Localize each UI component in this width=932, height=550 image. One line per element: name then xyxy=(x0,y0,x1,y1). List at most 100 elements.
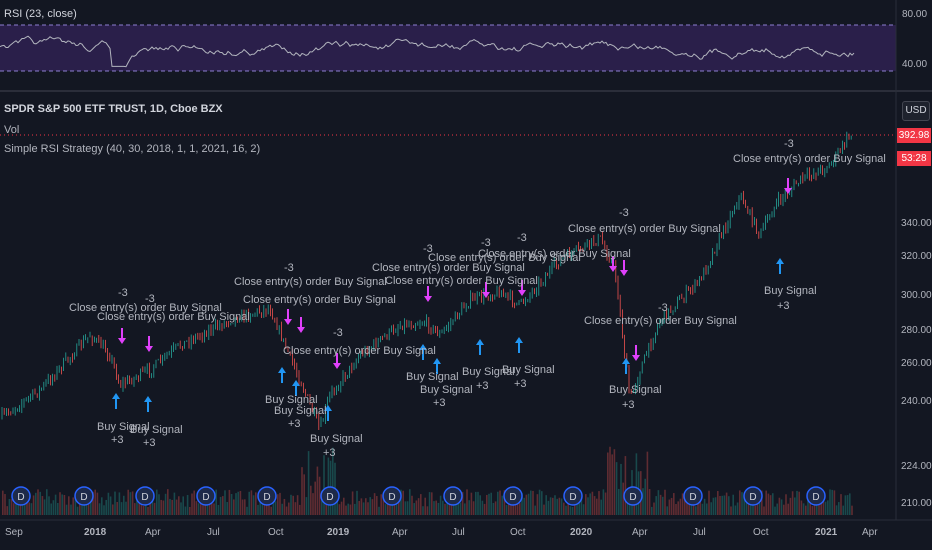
dividend-marker-icon[interactable] xyxy=(743,486,763,506)
volume-bar xyxy=(274,501,277,515)
volume-bar xyxy=(94,489,96,515)
volume-bar xyxy=(466,489,468,515)
volume-bar xyxy=(587,497,589,515)
volume-bar xyxy=(717,491,719,515)
volume-bar xyxy=(219,496,222,515)
dividend-marker-label: D xyxy=(263,492,270,503)
dividend-marker-icon[interactable] xyxy=(320,486,340,506)
volume-bar xyxy=(213,503,215,515)
volume-bar xyxy=(736,502,739,515)
volume-bar xyxy=(376,496,378,515)
symbol-title[interactable]: SPDR S&P 500 ETF TRUST, 1D, Cboe BZX xyxy=(4,103,223,115)
close-qty-label: -3 xyxy=(423,243,433,255)
volume-bar xyxy=(543,504,545,515)
volume-bar xyxy=(230,493,233,515)
dividend-marker-icon[interactable] xyxy=(135,486,155,506)
volume-bar xyxy=(778,497,781,515)
volume-bar xyxy=(765,490,767,515)
price-y-label: 224.00 xyxy=(901,461,932,472)
volume-bar xyxy=(35,492,37,515)
volume-label[interactable]: Vol xyxy=(4,124,20,136)
volume-bar xyxy=(314,481,316,515)
volume-bar xyxy=(224,490,226,515)
volume-bar xyxy=(805,505,807,515)
sell-arrow-icon xyxy=(518,280,526,296)
time-label: 2019 xyxy=(327,527,350,538)
volume-bar xyxy=(565,505,567,515)
volume-bar xyxy=(92,491,94,515)
volume-bar xyxy=(433,501,435,515)
time-label: Oct xyxy=(753,527,769,538)
volume-bar xyxy=(732,494,734,515)
volume-bar xyxy=(475,491,477,515)
volume-bar xyxy=(127,489,129,515)
volume-bar xyxy=(248,491,250,515)
volume-bar xyxy=(820,497,822,515)
volume-bar xyxy=(395,494,398,515)
volume-bar xyxy=(312,493,314,515)
rsi-band-fill xyxy=(0,25,896,71)
volume-bar xyxy=(582,504,585,515)
rsi-line xyxy=(0,35,855,68)
volume-bar xyxy=(596,498,598,515)
buy-qty-label: +3 xyxy=(111,434,124,446)
volume-bar xyxy=(4,494,6,515)
volume-bar xyxy=(846,495,849,515)
dividend-marker-icon[interactable] xyxy=(196,486,216,506)
volume-bar xyxy=(743,497,745,515)
volume-bar xyxy=(468,500,470,515)
dividend-marker-icon[interactable] xyxy=(623,486,643,506)
sell-arrow-icon xyxy=(145,336,153,352)
dividend-marker-icon[interactable] xyxy=(382,486,402,506)
volume-bar xyxy=(417,498,420,515)
volume-bar xyxy=(380,494,382,515)
volume-bar xyxy=(360,498,363,515)
volume-bar xyxy=(708,490,710,515)
volume-bar xyxy=(39,491,41,515)
volume-bar xyxy=(800,500,803,515)
volume-bar xyxy=(378,506,380,515)
sell-arrow-icon xyxy=(297,317,305,333)
time-label: Oct xyxy=(510,527,526,538)
buy-signal-label: Buy Signal xyxy=(406,371,459,383)
volume-bar xyxy=(112,504,114,515)
volume-bar xyxy=(442,500,444,515)
dividend-marker-icon[interactable] xyxy=(74,486,94,506)
volume-bar xyxy=(780,499,783,515)
dividend-marker-icon[interactable] xyxy=(11,486,31,506)
time-label: 2020 xyxy=(570,527,593,538)
time-label: Apr xyxy=(862,527,878,538)
dividend-marker-icon[interactable] xyxy=(257,486,277,506)
volume-bar xyxy=(81,500,83,515)
rsi-title[interactable]: RSI (23, close) xyxy=(4,8,77,20)
close-order-label: Close entry(s) order Buy Signal xyxy=(584,315,737,327)
strategy-label[interactable]: Simple RSI Strategy (40, 30, 2018, 1, 1,… xyxy=(4,143,261,155)
volume-bar xyxy=(204,501,206,515)
sell-arrow-icon xyxy=(424,286,432,302)
close-qty-label: -3 xyxy=(481,237,491,249)
volume-bar xyxy=(673,493,675,515)
volume-bar xyxy=(545,495,547,515)
volume-bar xyxy=(459,502,462,515)
volume-bar xyxy=(261,503,264,515)
volume-bar xyxy=(307,451,310,515)
volume-bar xyxy=(72,497,74,515)
volume-bar xyxy=(602,489,605,515)
dividend-marker-icon[interactable] xyxy=(563,486,583,506)
dividend-marker-icon[interactable] xyxy=(806,486,826,506)
dividend-marker-label: D xyxy=(326,492,333,503)
volume-bar xyxy=(706,503,708,515)
volume-bar xyxy=(501,495,503,515)
close-qty-label: -3 xyxy=(333,327,343,339)
dividend-marker-icon[interactable] xyxy=(443,486,463,506)
volume-bar xyxy=(796,490,798,515)
currency-button[interactable]: USD xyxy=(902,101,930,121)
dividend-marker-icon[interactable] xyxy=(503,486,523,506)
dividend-marker-icon[interactable] xyxy=(683,486,703,506)
volume-bar xyxy=(48,496,50,515)
volume-bar xyxy=(428,492,431,515)
close-order-label: Close entry(s) order Buy Signal xyxy=(69,302,222,314)
volume-bar xyxy=(571,506,574,515)
volume-bar xyxy=(292,495,294,515)
